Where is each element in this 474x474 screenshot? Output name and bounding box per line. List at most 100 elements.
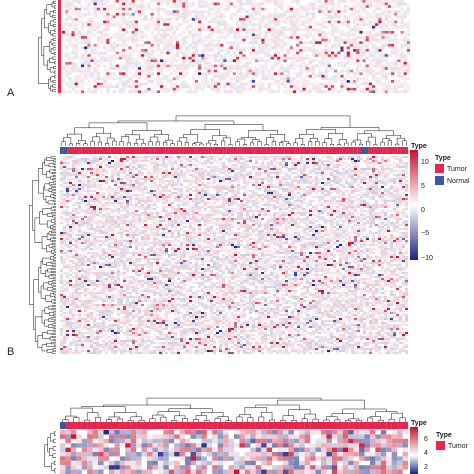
heatmap-cell [141,90,145,94]
heatmap-cell [96,166,100,169]
heatmap-cell [330,158,334,161]
heatmap-cell [251,31,256,34]
heatmap-cell [330,28,335,32]
dendrogram-branch [38,267,42,293]
heatmap-cell [207,192,211,195]
heatmap-cell [153,90,157,94]
heatmap-cell [134,41,138,44]
heatmap-cell [168,158,172,161]
heatmap-cell [291,164,295,167]
heatmap-cell [345,180,349,183]
dendrogram-branch [50,237,54,242]
heatmap-cell [147,166,151,169]
heatmap-cell [87,33,91,37]
heatmap-cell [354,188,358,191]
heatmap-cell [231,190,235,193]
heatmap-cell [66,170,70,173]
heatmap-cell [118,80,123,83]
heatmap-cell [368,15,373,19]
heatmap-cell [321,49,325,52]
heatmap-cell [195,192,199,195]
heatmap-cell [239,7,243,11]
heatmap-cell [72,164,76,167]
heatmap-cell [179,5,183,8]
heatmap-cell [99,33,104,37]
dendrogram-branch [50,156,56,159]
heatmap-cell [150,51,154,55]
heatmap-cell [353,7,357,11]
heatmap-cell [296,51,300,55]
heatmap-cell [207,49,211,52]
heatmap-cell [397,0,401,3]
heatmap-cell [105,160,109,163]
heatmap-cell [80,67,85,70]
heatmap-cell [122,2,126,6]
heatmap-cell [255,162,259,165]
heatmap-cell [381,46,385,50]
heatmap-cell [354,166,358,169]
heatmap-cell [93,156,97,159]
heatmap-cell [165,176,169,179]
heatmap-cell [93,85,97,88]
heatmap-cell [131,51,135,55]
heatmap-cell [242,85,246,88]
heatmap-cell [346,38,350,42]
heatmap-cell [232,12,237,16]
heatmap-cell [96,7,101,11]
heatmap-cell [394,10,398,13]
heatmap-cell [372,182,376,185]
heatmap-cell [359,82,363,86]
heatmap-cell [125,56,129,60]
heatmap-cell [258,156,262,159]
heatmap-cell [220,33,224,37]
heatmap-cell [351,158,355,161]
heatmap-cell [201,164,205,167]
heatmap-cell [299,54,303,57]
heatmap-cell [277,15,281,19]
heatmap-cell [135,198,139,201]
heatmap-cell [405,168,409,171]
heatmap-cell [286,41,290,44]
annotation-tumor [389,147,394,154]
heatmap-cell [261,186,265,189]
heatmap-cell [129,182,133,185]
heatmap-cell [163,33,167,37]
heatmap-cell [150,198,154,201]
heatmap-cell [369,174,373,177]
heatmap-cell [103,20,107,24]
heatmap-cell [394,15,398,19]
heatmap-cell [96,192,100,195]
heatmap-cell [251,49,256,52]
heatmap-cell [245,2,249,6]
heatmap-cell [368,62,373,65]
heatmap-cell [283,80,287,83]
annotation-tumor [357,147,361,154]
heatmap-cell [311,10,316,13]
heatmap-cell [120,182,124,185]
heatmap-cell [254,5,259,8]
heatmap-cell [248,67,252,70]
heatmap-cell [228,172,232,175]
heatmap-cell [172,64,176,68]
heatmap-cell [175,2,180,6]
heatmap-cell [156,7,161,11]
heatmap-cell [296,74,300,78]
heatmap-cell [270,184,274,187]
heatmap-cell [356,43,360,47]
heatmap-cell [109,7,113,11]
heatmap-cell [109,82,113,86]
heatmap-cell [282,162,286,165]
heatmap-cell [93,7,97,11]
heatmap-cell [156,41,161,44]
heatmap-cell [288,190,292,193]
heatmap-cell [150,186,154,189]
heatmap-cell [123,192,127,195]
heatmap-cell [299,64,303,68]
heatmap-cell [207,36,211,39]
heatmap-cell [343,0,347,3]
heatmap-cell [292,28,297,32]
heatmap-cell [60,168,64,171]
heatmap-cell [353,87,357,91]
heatmap-cell [285,190,289,193]
heatmap-cell [239,51,243,55]
